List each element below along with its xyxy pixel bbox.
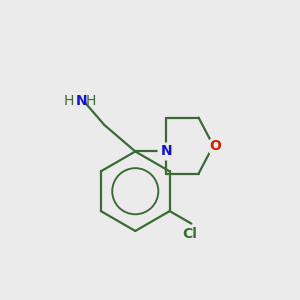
Text: H: H (85, 94, 96, 108)
Text: N: N (160, 145, 172, 158)
Text: N: N (76, 94, 88, 108)
Text: O: O (209, 139, 221, 153)
Text: Cl: Cl (182, 226, 197, 241)
Text: H: H (64, 94, 74, 108)
